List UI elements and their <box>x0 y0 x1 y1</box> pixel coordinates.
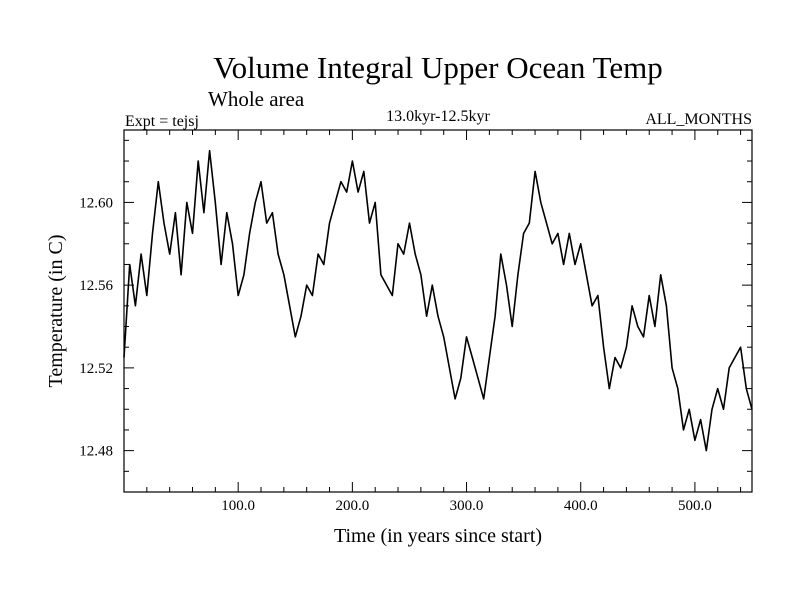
period-label: 13.0kyr-12.5kyr <box>386 108 490 125</box>
x-tick-label: 500.0 <box>678 498 712 514</box>
temperature-series-line <box>123 149 753 452</box>
y-tick-label: 12.52 <box>79 361 113 377</box>
chart-subtitle: Whole area <box>208 87 305 111</box>
chart-title: Volume Integral Upper Ocean Temp <box>213 50 663 85</box>
y-tick-label: 12.60 <box>79 195 113 211</box>
x-axis-label: Time (in years since start) <box>334 525 542 547</box>
axis-ticks <box>124 130 752 492</box>
y-tick-label: 12.56 <box>79 278 113 294</box>
x-tick-label: 400.0 <box>564 498 598 514</box>
x-tick-label: 200.0 <box>335 498 369 514</box>
x-tick-label: 300.0 <box>450 498 484 514</box>
months-label: ALL_MONTHS <box>645 111 752 128</box>
axis-tick-labels: 100.0 200.0 300.0 400.0 500.0 12.48 12.52 12.56… <box>79 195 712 514</box>
y-tick-label: 12.48 <box>79 444 113 460</box>
experiment-label: Expt = tejsj <box>125 113 199 130</box>
y-axis-label: Temperature (in C) <box>45 235 67 388</box>
plot-frame <box>123 129 753 493</box>
x-tick-label: 100.0 <box>221 498 255 514</box>
